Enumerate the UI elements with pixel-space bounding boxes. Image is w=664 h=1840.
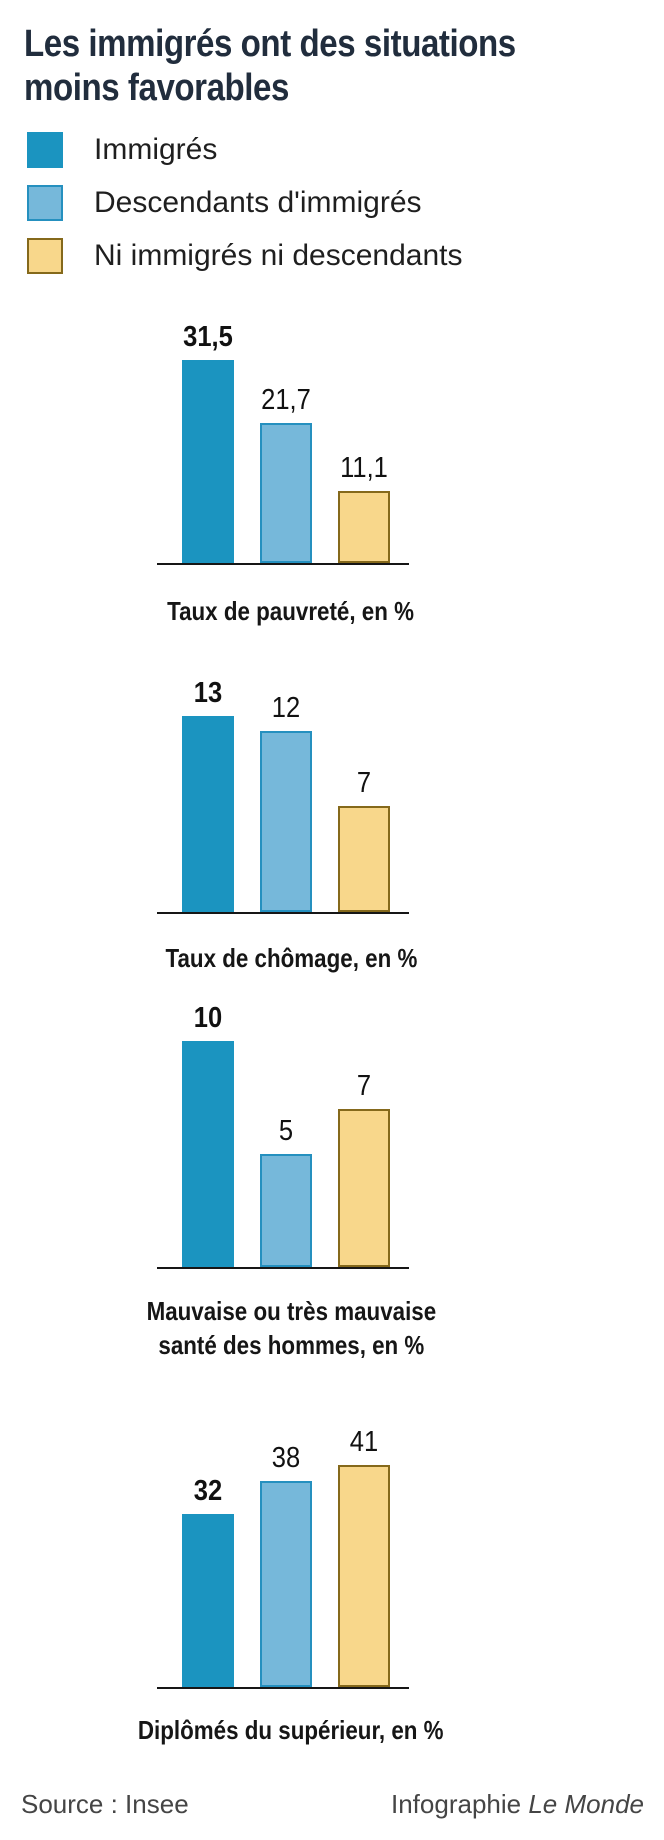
bar-ni-immigres bbox=[338, 806, 390, 912]
bar-descendants bbox=[260, 1481, 312, 1687]
source-credit: Source : Insee bbox=[21, 1789, 189, 1819]
bar-descendants bbox=[260, 731, 312, 912]
value-label: 7 bbox=[356, 767, 372, 799]
legend-label: Descendants d'immigrés bbox=[94, 186, 422, 219]
chart-caption-text: Taux de pauvreté, en % bbox=[167, 596, 415, 626]
bar-ni-immigres bbox=[338, 1465, 390, 1687]
chart-caption-text: Mauvaise ou très mauvaise santé des homm… bbox=[146, 1296, 436, 1360]
legend-swatch-ni-immigres bbox=[27, 238, 63, 274]
value-label: 21,7 bbox=[261, 384, 311, 416]
credit-brand: Le Monde bbox=[528, 1789, 644, 1819]
chart-caption: Taux de pauvreté, en % bbox=[41, 594, 541, 628]
x-axis bbox=[157, 1687, 409, 1689]
page-title: Les immigrés ont des situations moins fa… bbox=[24, 23, 516, 109]
legend-label: Ni immigrés ni descendants bbox=[94, 239, 463, 272]
chart-4: 32 38 41 bbox=[157, 1413, 409, 1689]
value-label: 11,1 bbox=[340, 452, 388, 484]
value-label: 13 bbox=[193, 677, 223, 709]
value-label: 5 bbox=[278, 1115, 294, 1147]
chart-2: 13 12 7 bbox=[157, 664, 409, 914]
chart-caption-text: Diplômés du supérieur, en % bbox=[138, 1715, 444, 1745]
legend-item-ni-immigres: Ni immigrés ni descendants bbox=[27, 237, 462, 275]
bar-immigres bbox=[182, 360, 234, 563]
bar-ni-immigres bbox=[338, 1109, 390, 1267]
bar-ni-immigres bbox=[338, 491, 390, 563]
value-label: 31,5 bbox=[183, 321, 233, 353]
legend-swatch-immigres bbox=[27, 132, 63, 168]
chart-caption: Mauvaise ou très mauvaise santé des homm… bbox=[41, 1294, 541, 1362]
bar-immigres bbox=[182, 1041, 234, 1267]
chart-caption-text: Taux de chômage, en % bbox=[165, 943, 417, 973]
legend-swatch-descendants bbox=[27, 185, 63, 221]
legend-label: Immigrés bbox=[94, 133, 218, 166]
value-label: 32 bbox=[193, 1475, 223, 1507]
x-axis bbox=[157, 563, 409, 565]
bar-immigres bbox=[182, 716, 234, 912]
bar-descendants bbox=[260, 1154, 312, 1267]
chart-caption: Diplômés du supérieur, en % bbox=[41, 1713, 541, 1747]
chart-3: 10 5 7 bbox=[157, 989, 409, 1269]
value-label: 12 bbox=[271, 692, 301, 724]
chart-1: 31,5 21,7 11,1 bbox=[157, 308, 409, 565]
chart-caption: Taux de chômage, en % bbox=[41, 941, 541, 975]
bar-descendants bbox=[260, 423, 312, 563]
legend-item-immigres: Immigrés bbox=[27, 131, 462, 169]
legend: Immigrés Descendants d'immigrés Ni immig… bbox=[27, 131, 462, 290]
value-label: 10 bbox=[193, 1002, 223, 1034]
infographic-credit: Infographie Le Monde bbox=[391, 1789, 644, 1820]
value-label: 41 bbox=[349, 1426, 379, 1458]
x-axis bbox=[157, 1267, 409, 1269]
x-axis bbox=[157, 912, 409, 914]
legend-item-descendants: Descendants d'immigrés bbox=[27, 184, 462, 222]
value-label: 38 bbox=[271, 1442, 301, 1474]
bar-immigres bbox=[182, 1514, 234, 1687]
credit-prefix: Infographie bbox=[391, 1789, 522, 1819]
value-label: 7 bbox=[356, 1070, 372, 1102]
